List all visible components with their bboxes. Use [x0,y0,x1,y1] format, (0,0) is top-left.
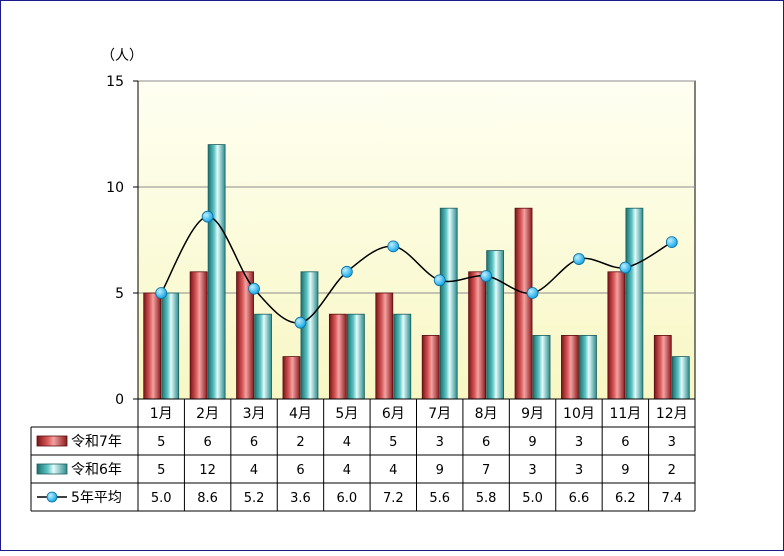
table-value: 12 [199,463,216,478]
bar-r7-8 [468,271,487,400]
table-value: 5 [157,463,165,478]
bar-r7-10 [561,334,579,400]
legend-label: 5年平均 [71,490,122,506]
table-value: 7.4 [661,491,682,506]
legend-label: 令和6年 [71,462,122,478]
avg-point-5 [340,265,353,278]
table-value: 5.8 [476,491,497,506]
avg-point-3 [248,282,260,295]
legend-marker-avg [46,491,58,503]
x-tick-label: 9月 [521,406,544,422]
bar-r7-2 [189,271,208,400]
table-value: 3 [575,435,583,450]
table-value: 3 [668,435,676,450]
bar-r6-10 [579,334,597,400]
bar-r6-12 [671,356,690,400]
avg-point-7 [433,274,446,287]
bar-r6-5 [346,313,365,400]
table-value: 6 [203,435,211,450]
bar-r6-11 [625,207,644,400]
bar-r7-5 [328,313,347,400]
x-tick-label: 12月 [656,406,688,422]
bar-r6-6 [393,313,412,400]
table-value: 6.6 [569,491,590,506]
avg-point-6 [387,240,400,253]
avg-point-1 [155,287,168,299]
x-tick-label: 8月 [475,406,498,422]
table-value: 3 [528,463,536,478]
table-value: 3 [436,435,444,450]
table-value: 3 [575,463,583,478]
bar-r7-4 [282,356,301,400]
bar-r7-1 [143,292,162,400]
y-tick-label: 15 [106,74,124,90]
x-tick-label: 1月 [150,406,173,422]
table-value: 5.0 [522,491,543,506]
bar-r6-3 [254,313,272,400]
table-value: 4 [389,463,397,478]
table-value: 6.2 [615,491,636,506]
table-value: 9 [528,435,536,450]
avg-point-10 [573,253,585,265]
table-value: 4 [343,463,351,478]
y-tick-label: 5 [115,286,124,302]
x-tick-label: 10月 [563,406,595,422]
x-tick-label: 5月 [335,406,358,422]
table-value: 6 [482,435,490,450]
legend-swatch-r7 [36,435,68,447]
avg-point-12 [665,236,678,249]
bar-r6-2 [207,144,226,400]
x-tick-label: 2月 [196,406,219,422]
bar-r7-9 [514,207,533,400]
x-tick-label: 4月 [289,406,312,422]
table-value: 6 [296,463,304,478]
x-tick-label: 3月 [243,406,266,422]
bar-r7-12 [653,334,672,400]
avg-point-8 [480,270,493,282]
table-value: 7.2 [383,491,404,506]
bar-r7-11 [607,271,626,400]
avg-point-11 [619,261,632,274]
legend-swatch-r6 [36,463,68,475]
table-value: 2 [296,435,304,450]
table-value: 5 [389,435,397,450]
bar-r6-9 [532,334,551,400]
table-value: 6 [621,435,629,450]
bar-r6-1 [161,292,180,400]
plot-area [137,80,696,400]
table-value: 6.0 [337,491,358,506]
table-value: 5.0 [151,491,172,506]
y-tick-label: 10 [106,180,124,196]
avg-point-9 [526,287,539,299]
table-value: 7 [482,463,490,478]
avg-point-4 [294,316,307,329]
avg-point-2 [201,210,214,223]
table-value: 8.6 [197,491,218,506]
x-tick-label: 11月 [609,406,641,422]
bar-r7-6 [375,292,394,400]
y-tick-label: 0 [115,392,124,408]
x-tick-label: 6月 [382,406,405,422]
legend-label: 令和7年 [71,434,122,450]
table-value: 4 [343,435,351,450]
table-value: 9 [621,463,629,478]
table-value: 9 [436,463,444,478]
y-axis-unit-label: （人） [101,48,143,64]
table-value: 3.6 [290,491,311,506]
table-value: 6 [250,435,258,450]
bar-r6-4 [300,271,319,400]
table-value: 5.6 [429,491,450,506]
table-value: 2 [668,463,676,478]
bar-r6-7 [439,207,458,400]
x-tick-label: 7月 [428,406,451,422]
table-value: 5.2 [244,491,265,506]
bar-r7-7 [421,334,440,400]
table-value: 4 [250,463,258,478]
table-value: 5 [157,435,165,450]
